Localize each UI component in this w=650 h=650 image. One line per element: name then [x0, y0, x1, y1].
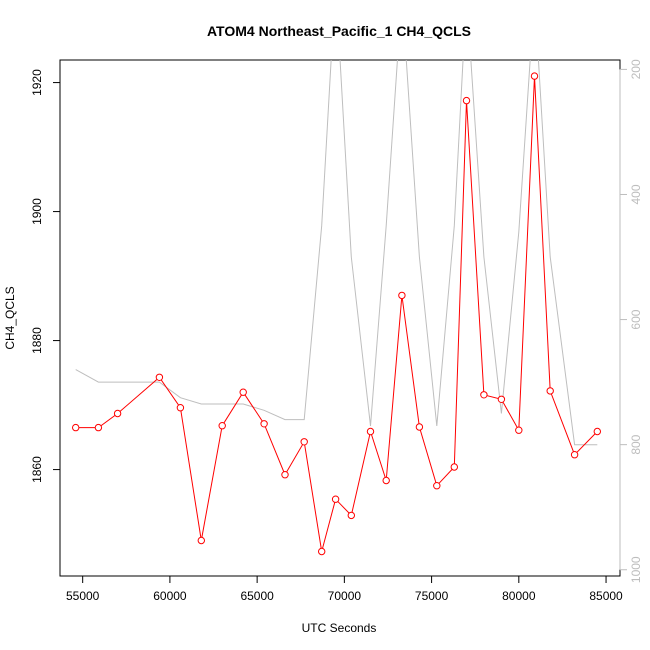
data-point: [239, 388, 247, 396]
data-point: [155, 373, 164, 381]
x-axis-label: UTC Seconds: [302, 621, 377, 635]
data-point: [530, 72, 539, 80]
x-tick-label: 70000: [328, 589, 362, 603]
data-point: [415, 423, 424, 431]
y2-tick-label: 800: [629, 434, 643, 454]
y2-tick-label: 400: [629, 184, 643, 204]
x-tick-label: 60000: [153, 589, 187, 603]
y2-tick-label: 1000: [629, 556, 643, 583]
data-point: [515, 426, 523, 434]
data-point: [398, 291, 406, 300]
primary-markers: [72, 72, 601, 556]
secondary-series: [75, 60, 598, 446]
x-tick-label: 75000: [415, 589, 449, 603]
data-point: [433, 482, 441, 490]
y-axis-left: 1860 1880 1900 1920: [30, 69, 60, 483]
y-axis-right: 200 400 600 800 1000: [619, 59, 643, 583]
x-tick-label: 65000: [240, 589, 274, 603]
data-point: [480, 391, 488, 399]
x-tick-label: 80000: [502, 589, 536, 603]
data-point: [462, 96, 471, 105]
x-tick-label: 55000: [66, 589, 100, 603]
data-point: [593, 427, 601, 436]
chart-title: ATOM4 Northeast_Pacific_1 CH4_QCLS: [207, 23, 471, 39]
data-point: [318, 547, 326, 556]
y-tick-label: 1900: [30, 198, 44, 225]
data-point: [382, 476, 390, 485]
data-point: [546, 387, 554, 395]
data-point: [72, 423, 80, 432]
data-point: [570, 451, 579, 459]
x-axis: 55000 60000 65000 70000 75000 80000 85000: [66, 575, 623, 603]
data-point: [347, 511, 355, 520]
primary-series: [75, 76, 598, 552]
data-point: [300, 438, 308, 446]
series-line-1: [75, 60, 598, 446]
data-point: [176, 404, 185, 412]
data-point: [366, 427, 375, 436]
y-tick-label: 1860: [30, 456, 44, 483]
data-point: [331, 495, 340, 503]
data-point: [260, 420, 268, 428]
y-tick-label: 1880: [30, 327, 44, 354]
series-line-0: [75, 76, 598, 552]
data-point: [218, 422, 226, 430]
data-point: [94, 423, 103, 432]
data-point: [281, 471, 289, 479]
data-point: [197, 536, 206, 545]
y2-tick-label: 600: [629, 309, 643, 329]
y-tick-label: 1920: [30, 69, 44, 96]
data-point: [497, 395, 506, 403]
x-tick-label: 85000: [589, 589, 623, 603]
data-point: [113, 409, 122, 418]
data-point: [450, 463, 458, 471]
y2-tick-label: 200: [629, 59, 643, 79]
y-axis-label: CH4_QCLS: [3, 286, 17, 349]
plot-area-frame: [59, 59, 621, 577]
